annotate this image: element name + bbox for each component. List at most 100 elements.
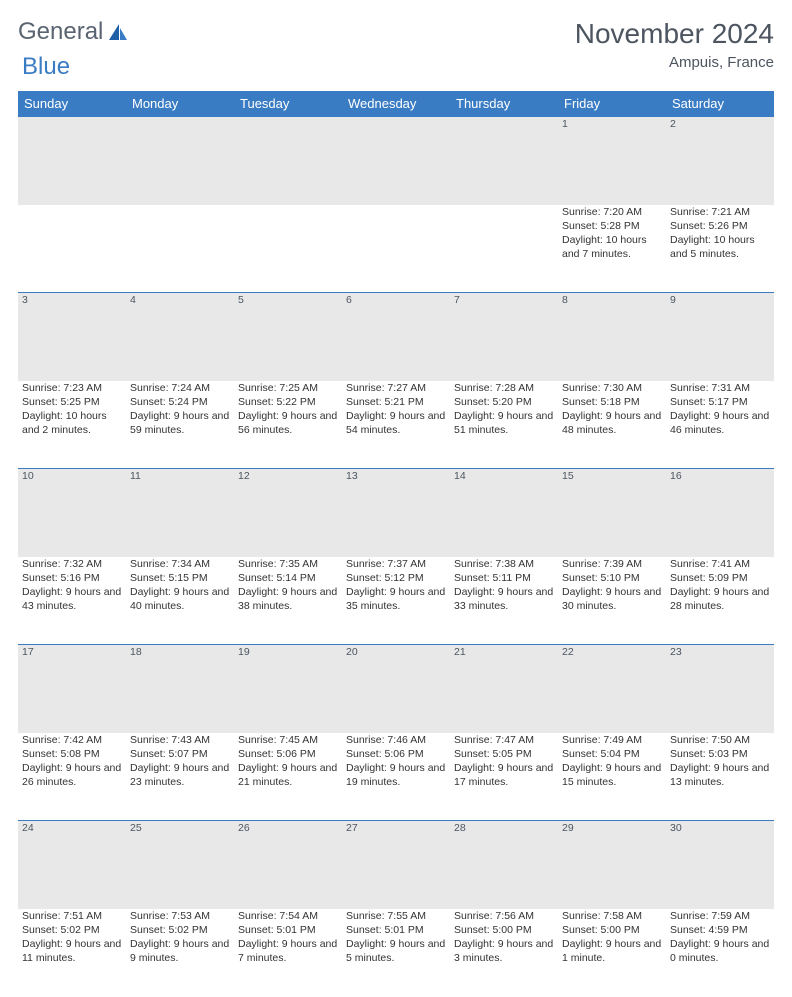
- sunrise-text: Sunrise: 7:50 AM: [670, 733, 770, 747]
- day-number-cell: 17: [18, 645, 126, 733]
- sunset-text: Sunset: 5:06 PM: [346, 747, 446, 761]
- sunset-text: Sunset: 5:11 PM: [454, 571, 554, 585]
- day-number-row: 3456789: [18, 293, 774, 381]
- day-content-cell: [234, 205, 342, 293]
- day-number-row: 12: [18, 117, 774, 205]
- day-number-cell: 24: [18, 821, 126, 909]
- day-content-cell: Sunrise: 7:50 AMSunset: 5:03 PMDaylight:…: [666, 733, 774, 821]
- sunset-text: Sunset: 5:26 PM: [670, 219, 770, 233]
- day-content-cell: Sunrise: 7:42 AMSunset: 5:08 PMDaylight:…: [18, 733, 126, 821]
- sunrise-text: Sunrise: 7:35 AM: [238, 557, 338, 571]
- sunset-text: Sunset: 5:01 PM: [238, 923, 338, 937]
- day-number-cell: 28: [450, 821, 558, 909]
- sunrise-text: Sunrise: 7:56 AM: [454, 909, 554, 923]
- day-number-cell: 7: [450, 293, 558, 381]
- sunset-text: Sunset: 5:01 PM: [346, 923, 446, 937]
- daylight-text: Daylight: 9 hours and 38 minutes.: [238, 585, 338, 613]
- sunset-text: Sunset: 4:59 PM: [670, 923, 770, 937]
- sunrise-text: Sunrise: 7:24 AM: [130, 381, 230, 395]
- sunrise-text: Sunrise: 7:23 AM: [22, 381, 122, 395]
- sunset-text: Sunset: 5:09 PM: [670, 571, 770, 585]
- weekday-header: Friday: [558, 91, 666, 117]
- day-number-cell: 22: [558, 645, 666, 733]
- sunset-text: Sunset: 5:25 PM: [22, 395, 122, 409]
- sunset-text: Sunset: 5:22 PM: [238, 395, 338, 409]
- sunset-text: Sunset: 5:15 PM: [130, 571, 230, 585]
- sunrise-text: Sunrise: 7:34 AM: [130, 557, 230, 571]
- day-content-cell: Sunrise: 7:46 AMSunset: 5:06 PMDaylight:…: [342, 733, 450, 821]
- sunrise-text: Sunrise: 7:51 AM: [22, 909, 122, 923]
- day-number-cell: [342, 117, 450, 205]
- weekday-header-row: Sunday Monday Tuesday Wednesday Thursday…: [18, 91, 774, 117]
- day-content-cell: [18, 205, 126, 293]
- sunrise-text: Sunrise: 7:46 AM: [346, 733, 446, 747]
- day-number-cell: 3: [18, 293, 126, 381]
- daylight-text: Daylight: 9 hours and 26 minutes.: [22, 761, 122, 789]
- weekday-header: Sunday: [18, 91, 126, 117]
- daylight-text: Daylight: 9 hours and 7 minutes.: [238, 937, 338, 965]
- day-content-cell: Sunrise: 7:28 AMSunset: 5:20 PMDaylight:…: [450, 381, 558, 469]
- day-content-cell: Sunrise: 7:35 AMSunset: 5:14 PMDaylight:…: [234, 557, 342, 645]
- daylight-text: Daylight: 9 hours and 51 minutes.: [454, 409, 554, 437]
- location: Ampuis, France: [575, 54, 774, 71]
- day-content-cell: Sunrise: 7:32 AMSunset: 5:16 PMDaylight:…: [18, 557, 126, 645]
- day-number-cell: [18, 117, 126, 205]
- weekday-header: Tuesday: [234, 91, 342, 117]
- day-number-cell: 8: [558, 293, 666, 381]
- day-content-cell: Sunrise: 7:41 AMSunset: 5:09 PMDaylight:…: [666, 557, 774, 645]
- sunrise-text: Sunrise: 7:54 AM: [238, 909, 338, 923]
- day-content-cell: Sunrise: 7:56 AMSunset: 5:00 PMDaylight:…: [450, 909, 558, 997]
- sunset-text: Sunset: 5:05 PM: [454, 747, 554, 761]
- day-number-cell: 23: [666, 645, 774, 733]
- day-number-row: 17181920212223: [18, 645, 774, 733]
- daylight-text: Daylight: 9 hours and 35 minutes.: [346, 585, 446, 613]
- day-number-cell: 9: [666, 293, 774, 381]
- sunrise-text: Sunrise: 7:47 AM: [454, 733, 554, 747]
- sunrise-text: Sunrise: 7:28 AM: [454, 381, 554, 395]
- day-number-cell: 1: [558, 117, 666, 205]
- sunset-text: Sunset: 5:12 PM: [346, 571, 446, 585]
- day-content-cell: Sunrise: 7:53 AMSunset: 5:02 PMDaylight:…: [126, 909, 234, 997]
- sunrise-text: Sunrise: 7:31 AM: [670, 381, 770, 395]
- daylight-text: Daylight: 9 hours and 19 minutes.: [346, 761, 446, 789]
- daylight-text: Daylight: 9 hours and 28 minutes.: [670, 585, 770, 613]
- day-content-cell: Sunrise: 7:47 AMSunset: 5:05 PMDaylight:…: [450, 733, 558, 821]
- daylight-text: Daylight: 10 hours and 5 minutes.: [670, 233, 770, 261]
- day-number-cell: [450, 117, 558, 205]
- daylight-text: Daylight: 10 hours and 7 minutes.: [562, 233, 662, 261]
- daylight-text: Daylight: 9 hours and 40 minutes.: [130, 585, 230, 613]
- day-content-cell: Sunrise: 7:55 AMSunset: 5:01 PMDaylight:…: [342, 909, 450, 997]
- day-number-cell: 15: [558, 469, 666, 557]
- day-number-cell: 26: [234, 821, 342, 909]
- sunrise-text: Sunrise: 7:30 AM: [562, 381, 662, 395]
- day-content-cell: Sunrise: 7:54 AMSunset: 5:01 PMDaylight:…: [234, 909, 342, 997]
- sunrise-text: Sunrise: 7:55 AM: [346, 909, 446, 923]
- daylight-text: Daylight: 9 hours and 17 minutes.: [454, 761, 554, 789]
- sunset-text: Sunset: 5:16 PM: [22, 571, 122, 585]
- weekday-header: Monday: [126, 91, 234, 117]
- sunrise-text: Sunrise: 7:45 AM: [238, 733, 338, 747]
- day-content-cell: [450, 205, 558, 293]
- weekday-header: Thursday: [450, 91, 558, 117]
- day-number-cell: [126, 117, 234, 205]
- day-number-cell: 19: [234, 645, 342, 733]
- day-content-cell: Sunrise: 7:31 AMSunset: 5:17 PMDaylight:…: [666, 381, 774, 469]
- day-content-cell: [126, 205, 234, 293]
- daylight-text: Daylight: 9 hours and 46 minutes.: [670, 409, 770, 437]
- daylight-text: Daylight: 9 hours and 59 minutes.: [130, 409, 230, 437]
- day-content-cell: Sunrise: 7:39 AMSunset: 5:10 PMDaylight:…: [558, 557, 666, 645]
- sunrise-text: Sunrise: 7:21 AM: [670, 205, 770, 219]
- daylight-text: Daylight: 9 hours and 30 minutes.: [562, 585, 662, 613]
- day-content-cell: Sunrise: 7:24 AMSunset: 5:24 PMDaylight:…: [126, 381, 234, 469]
- calendar-table: Sunday Monday Tuesday Wednesday Thursday…: [18, 91, 774, 997]
- daylight-text: Daylight: 9 hours and 43 minutes.: [22, 585, 122, 613]
- sunset-text: Sunset: 5:17 PM: [670, 395, 770, 409]
- sunset-text: Sunset: 5:10 PM: [562, 571, 662, 585]
- daylight-text: Daylight: 9 hours and 21 minutes.: [238, 761, 338, 789]
- daylight-text: Daylight: 9 hours and 5 minutes.: [346, 937, 446, 965]
- day-number-cell: 5: [234, 293, 342, 381]
- day-number-cell: 10: [18, 469, 126, 557]
- day-content-cell: Sunrise: 7:51 AMSunset: 5:02 PMDaylight:…: [18, 909, 126, 997]
- daylight-text: Daylight: 9 hours and 13 minutes.: [670, 761, 770, 789]
- sunrise-text: Sunrise: 7:53 AM: [130, 909, 230, 923]
